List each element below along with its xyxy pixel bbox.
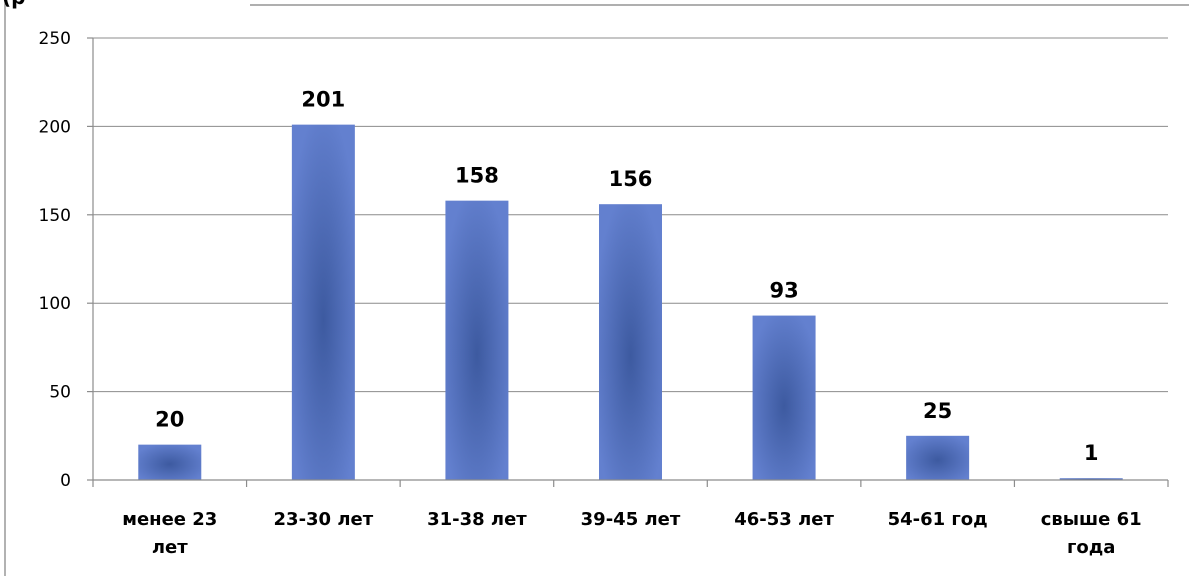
x-tick-label: 23-30 лет — [274, 509, 374, 530]
bars — [138, 124, 1123, 480]
data-label: 20 — [155, 408, 184, 432]
x-tick-label: 31-38 лет — [427, 509, 527, 530]
title-fragment: (р — [2, 0, 25, 9]
bar — [445, 200, 509, 480]
x-axis — [92, 38, 1169, 487]
bar — [906, 435, 970, 480]
data-label: 93 — [769, 279, 798, 303]
x-tick-label-line: менее 23 — [122, 509, 217, 530]
bar — [138, 444, 202, 480]
x-tick-label: 46-53 лет — [734, 509, 834, 530]
y-tick-label: 0 — [60, 471, 71, 491]
data-label: 25 — [923, 399, 952, 423]
x-tick-label-line: года — [1067, 537, 1115, 558]
x-tick-label-line: свыше 61 — [1041, 509, 1142, 530]
y-tick-label: 200 — [39, 117, 71, 137]
data-label: 201 — [301, 88, 345, 112]
bar — [1059, 478, 1123, 480]
data-label: 158 — [455, 164, 499, 188]
x-tick-label-line: 23-30 лет — [274, 509, 374, 530]
x-tick-label: 39-45 лет — [581, 509, 681, 530]
x-tick-label: свыше 61 года — [1041, 509, 1142, 558]
y-tick-label: 250 — [39, 29, 71, 49]
bar — [752, 315, 816, 480]
x-tick-label-line: 46-53 лет — [734, 509, 834, 530]
bar — [599, 204, 662, 480]
x-tick-label-line: 54-61 год — [888, 509, 988, 530]
y-axis-ticks: 0 50 100 150 200 250 — [39, 29, 93, 491]
x-axis-ticks: менее 23 лет 23-30 лет 31-38 лет 39-45 лет 46… — [122, 509, 1141, 558]
data-labels: 20 201 158 156 93 25 1 — [155, 88, 1098, 466]
x-tick-label-line: 39-45 лет — [581, 509, 681, 530]
x-tick-label-line: 31-38 лет — [427, 509, 527, 530]
data-label: 1 — [1084, 441, 1099, 465]
data-label: 156 — [609, 167, 653, 191]
bar — [291, 124, 355, 480]
y-tick-label: 100 — [39, 294, 71, 314]
y-tick-label: 150 — [39, 206, 71, 226]
x-tick-label-line: лет — [152, 537, 188, 558]
x-tick-label: 54-61 год — [888, 509, 988, 530]
y-tick-label: 50 — [49, 383, 71, 403]
x-tick-label: менее 23 лет — [122, 509, 217, 558]
